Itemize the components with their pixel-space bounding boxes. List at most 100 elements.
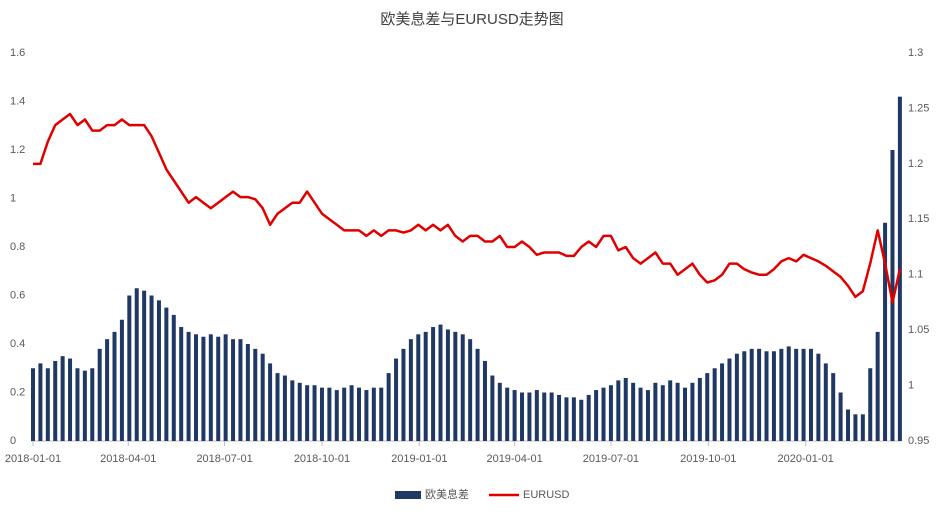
bar (586, 394, 591, 441)
bar (631, 382, 636, 441)
bar (208, 334, 213, 441)
bar (705, 373, 710, 441)
bar (305, 385, 310, 441)
bar (497, 382, 502, 441)
bar (431, 327, 436, 441)
bar (401, 348, 406, 441)
bar (112, 331, 117, 441)
bar (371, 387, 376, 441)
bar (127, 295, 132, 441)
bar (512, 390, 517, 441)
bar (808, 348, 813, 441)
y2-tick-label: 1.1 (908, 269, 923, 281)
bar (564, 397, 569, 441)
legend-label: EURUSD (523, 489, 570, 501)
bar (275, 373, 280, 441)
bar (60, 356, 65, 441)
bar (334, 390, 339, 441)
y2-tick-label: 1.2 (908, 158, 923, 170)
bar (38, 363, 43, 441)
bar (408, 339, 413, 441)
bar (327, 387, 332, 441)
bar (520, 392, 525, 441)
y2-tick-label: 1.05 (908, 324, 929, 336)
legend-swatch (395, 491, 421, 499)
bar (675, 382, 680, 441)
bar (690, 382, 695, 441)
bar (416, 334, 421, 441)
bar (616, 380, 621, 441)
bar (349, 385, 354, 441)
bar (482, 360, 487, 441)
bar (268, 363, 273, 441)
bar (364, 390, 369, 441)
bar (156, 300, 161, 441)
bar (490, 375, 495, 441)
bar (194, 334, 199, 441)
bar (601, 387, 606, 441)
bar (838, 392, 843, 441)
x-tick-label: 2020-01-01 (778, 453, 834, 465)
bar (757, 348, 762, 441)
bar (342, 387, 347, 441)
bar (297, 382, 302, 441)
y2-tick-label: 1.25 (908, 102, 929, 114)
bar (260, 353, 265, 441)
y-tick-label: 0.4 (10, 338, 25, 350)
bar (216, 336, 221, 441)
bar (868, 368, 873, 441)
bar (846, 409, 851, 441)
bar (660, 385, 665, 441)
y-tick-label: 1.2 (10, 144, 25, 156)
bar (505, 387, 510, 441)
bar (253, 348, 258, 441)
bar (771, 351, 776, 441)
bar (149, 295, 154, 441)
x-tick-label: 2018-10-01 (294, 453, 350, 465)
bar (668, 380, 673, 441)
bar (460, 334, 465, 441)
bar (238, 339, 243, 441)
bar (245, 344, 250, 441)
y2-tick-label: 1 (908, 379, 914, 391)
bar (557, 394, 562, 441)
bar (231, 339, 236, 441)
bar (779, 348, 784, 441)
bar (527, 392, 532, 441)
bar (475, 348, 480, 441)
y2-tick-label: 1.15 (908, 213, 929, 225)
bar (290, 380, 295, 441)
y-tick-label: 1 (10, 192, 16, 204)
bar (282, 375, 287, 441)
bar (794, 348, 799, 441)
x-tick-label: 2018-04-01 (100, 453, 156, 465)
bar (453, 331, 458, 441)
chart-title: 欧美息差与EURUSD走势图 (380, 11, 563, 28)
legend-label: 欧美息差 (425, 487, 469, 501)
bar (594, 390, 599, 441)
bar (720, 363, 725, 441)
bar (97, 348, 102, 441)
bar (875, 331, 880, 441)
bar (890, 150, 895, 441)
bar (623, 377, 628, 441)
bar (683, 387, 688, 441)
bar (68, 358, 73, 441)
bar (142, 290, 147, 441)
bar (179, 327, 184, 441)
bar (645, 390, 650, 441)
bar (105, 339, 110, 441)
bar (53, 360, 58, 441)
bar (423, 331, 428, 441)
y-tick-label: 1.4 (10, 95, 25, 107)
bar (579, 399, 584, 441)
bar (831, 373, 836, 441)
bar (823, 363, 828, 441)
x-tick-label: 2019-01-01 (391, 453, 447, 465)
bar (653, 382, 658, 441)
bar (727, 358, 732, 441)
bar (82, 370, 87, 441)
y-tick-label: 0.6 (10, 289, 25, 301)
x-tick-label: 2019-10-01 (680, 453, 736, 465)
